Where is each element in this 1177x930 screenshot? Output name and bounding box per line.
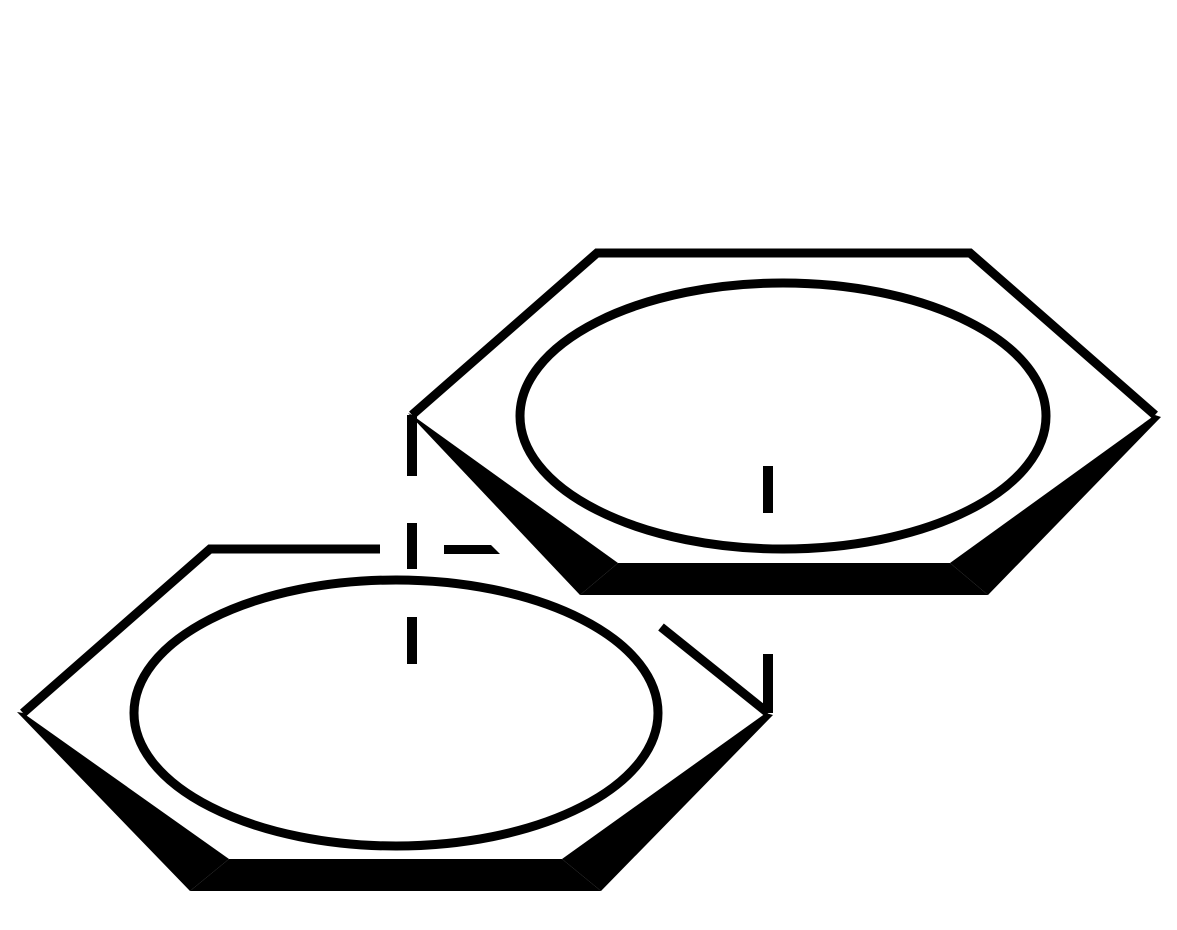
left-vertical-dashed-connector (407, 415, 417, 664)
upper-ring-back-edges (409, 248, 1158, 419)
lower-ring-back-left-edges (20, 544, 380, 717)
right-vertical-dashed-connector (763, 466, 773, 713)
dashed-connectors (407, 415, 773, 713)
upper-ring-left-wedge (408, 413, 618, 595)
upper-ring-aromatic-circle (515, 278, 1051, 554)
lower-ring-front-bond (190, 859, 601, 891)
lower-ring-aromatic-circle (129, 575, 663, 851)
lower-ring-right-wedge (562, 713, 773, 891)
upper-ring-front-bond (580, 563, 988, 595)
lower-ring-back-edge-fragment (444, 545, 500, 554)
lower-ring (17, 544, 773, 891)
lower-ring-back-right-edge (658, 623, 771, 717)
upper-ring (408, 248, 1161, 595)
lower-ring-left-wedge (17, 712, 229, 891)
upper-ring-right-wedge (950, 415, 1161, 595)
